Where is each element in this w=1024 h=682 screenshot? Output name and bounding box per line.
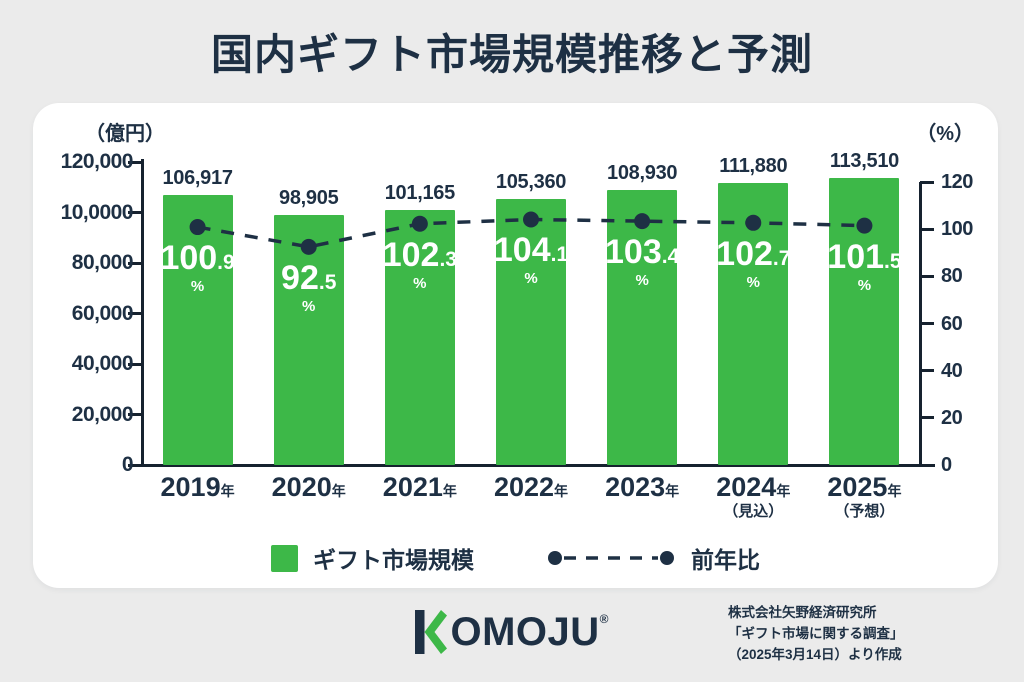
right-axis-tick-label: 40 <box>941 359 963 382</box>
left-axis-tick <box>128 312 142 315</box>
bar-value-label: 106,917 <box>162 167 233 190</box>
bar-value-label: 101,165 <box>384 181 456 204</box>
bar <box>607 189 678 465</box>
x-axis-category-label: 2021年 <box>382 472 457 502</box>
x-axis-category-label: 2020年 <box>271 472 346 502</box>
bar <box>829 178 900 465</box>
left-axis-tick-label: 40,000 <box>71 352 134 375</box>
right-axis-tick <box>920 369 934 373</box>
bar-series-swatch <box>271 544 298 572</box>
right-axis-tick-label: 20 <box>941 406 963 429</box>
bar-value-label: 108,930 <box>607 161 678 184</box>
right-axis-unit-label: （%） <box>916 123 974 145</box>
left-axis-tick-label: 80,000 <box>71 251 134 274</box>
left-axis-tick <box>128 160 142 164</box>
left-axis-tick-label: 60,000 <box>71 301 134 325</box>
left-axis-tick <box>128 211 142 214</box>
right-axis-tick <box>920 180 934 184</box>
x-axis-category-label: 2022年 <box>493 472 569 502</box>
right-axis-tick-label: 100 <box>941 218 973 241</box>
source-note: 株式会社矢野経済研究所 「ギフト市場に関する調査」 （2025年3月14日）より… <box>728 603 904 666</box>
yoy-percent-label: 103.4% <box>605 233 680 290</box>
bar <box>384 209 455 465</box>
right-axis-tick-label: 60 <box>941 312 963 335</box>
left-axis-tick <box>128 261 142 265</box>
legend-bar-label: ギフト市場規模 <box>313 547 474 573</box>
source-line-2: 「ギフト市場に関する調査」 <box>728 625 904 641</box>
left-axis-tick-label: 0 <box>121 453 134 476</box>
page-title: 国内ギフト市場規模推移と予測 <box>210 31 813 78</box>
x-axis-category-label: 2025年 （予想） <box>827 472 902 521</box>
right-axis-tick-label: 0 <box>941 454 952 476</box>
left-axis-unit-label: （億円） <box>85 123 165 145</box>
source-line-3: （2025年3月14日）より作成 <box>728 646 902 662</box>
bar <box>273 215 344 465</box>
yoy-percent-label: 104.1% <box>493 231 569 288</box>
komoju-logo-text: OMOJU <box>450 610 600 654</box>
line-series-swatch-icon <box>548 551 674 565</box>
left-axis-tick-label: 120,000 <box>60 150 134 173</box>
legend-line-label: 前年比 <box>691 547 760 573</box>
right-axis-tick-label: 120 <box>941 171 973 193</box>
bar-value-label: 111,880 <box>719 154 788 177</box>
plot-area: 120,000 10,0000 80,000 60,000 40,000 20,000 0 1… <box>33 103 998 588</box>
left-axis-line <box>141 159 144 465</box>
source-line-1: 株式会社矢野経済研究所 <box>728 605 877 620</box>
bar-value-label: 113,510 <box>829 150 899 173</box>
legend-item-yoy: 前年比 <box>546 541 760 575</box>
bar <box>718 182 789 465</box>
x-axis-category-label: 2023年 <box>605 472 680 502</box>
registered-mark: ® <box>599 612 609 626</box>
right-axis-tick <box>920 416 934 420</box>
right-axis-tick <box>920 227 934 231</box>
komoju-k-icon <box>415 610 448 654</box>
left-axis-tick-label: 20,000 <box>71 402 134 426</box>
yoy-percent-label: 102.3% <box>382 235 457 292</box>
yoy-percent-label: 92.5% <box>281 258 337 315</box>
komoju-logo: OMOJU ® <box>0 610 1024 654</box>
yoy-percent-label: 101.5% <box>827 237 902 294</box>
chart-card: （億円） （%） 120,000 10,0000 80,000 60,000 40,00… <box>33 103 998 588</box>
legend: ギフト市場規模 前年比 <box>33 541 998 575</box>
yoy-percent-label: 100.9% <box>160 239 235 296</box>
right-axis-tick-label: 80 <box>941 265 963 288</box>
legend-item-market-size: ギフト市場規模 <box>271 541 474 575</box>
x-axis-category-label: 2019年 <box>160 472 235 502</box>
right-axis-tick <box>920 274 934 278</box>
bar-value-label: 105,360 <box>495 170 567 193</box>
bar-value-label: 98,905 <box>279 187 339 210</box>
right-axis-tick <box>920 322 934 325</box>
left-axis-tick <box>128 362 142 366</box>
x-axis-category-label: 2024年 （見込） <box>716 472 791 521</box>
x-axis-line <box>128 464 935 467</box>
bar <box>162 195 233 465</box>
left-axis-tick <box>128 413 142 416</box>
left-axis-tick-label: 10,0000 <box>60 200 134 224</box>
yoy-percent-label: 102.7% <box>716 234 791 291</box>
